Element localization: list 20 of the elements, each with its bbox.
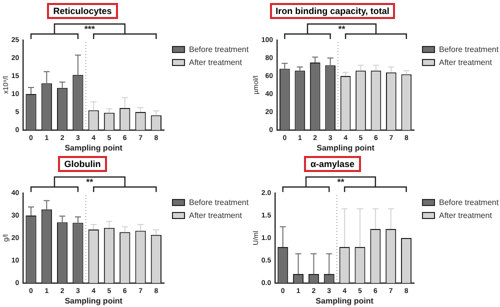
chart-title: Globulin <box>58 156 107 172</box>
x-axis-title: Sampling point <box>316 143 375 152</box>
x-axis-title: Sampling point <box>64 296 123 306</box>
legend-label: After treatment <box>189 210 242 221</box>
x-axis-title: Sampling point <box>316 296 374 306</box>
legend-label: Before treatment <box>439 44 499 55</box>
text: ** <box>86 177 94 187</box>
text: *** <box>84 24 96 34</box>
text: ** <box>337 177 345 187</box>
chart-title: Reticulocytes <box>47 3 118 19</box>
legend-label: After treatment <box>189 57 242 68</box>
legend-label: Before treatment <box>439 197 499 208</box>
legend-label: After treatment <box>439 57 492 68</box>
legend-label: Before treatment <box>189 197 249 208</box>
chart-title: Iron binding capacity, total <box>270 3 396 19</box>
text: ** <box>338 24 346 34</box>
legend-label: After treatment <box>439 210 492 221</box>
chart-title: α-amylase <box>304 156 361 172</box>
x-axis-title: Sampling point <box>64 143 123 152</box>
legend-label: Before treatment <box>189 44 249 55</box>
